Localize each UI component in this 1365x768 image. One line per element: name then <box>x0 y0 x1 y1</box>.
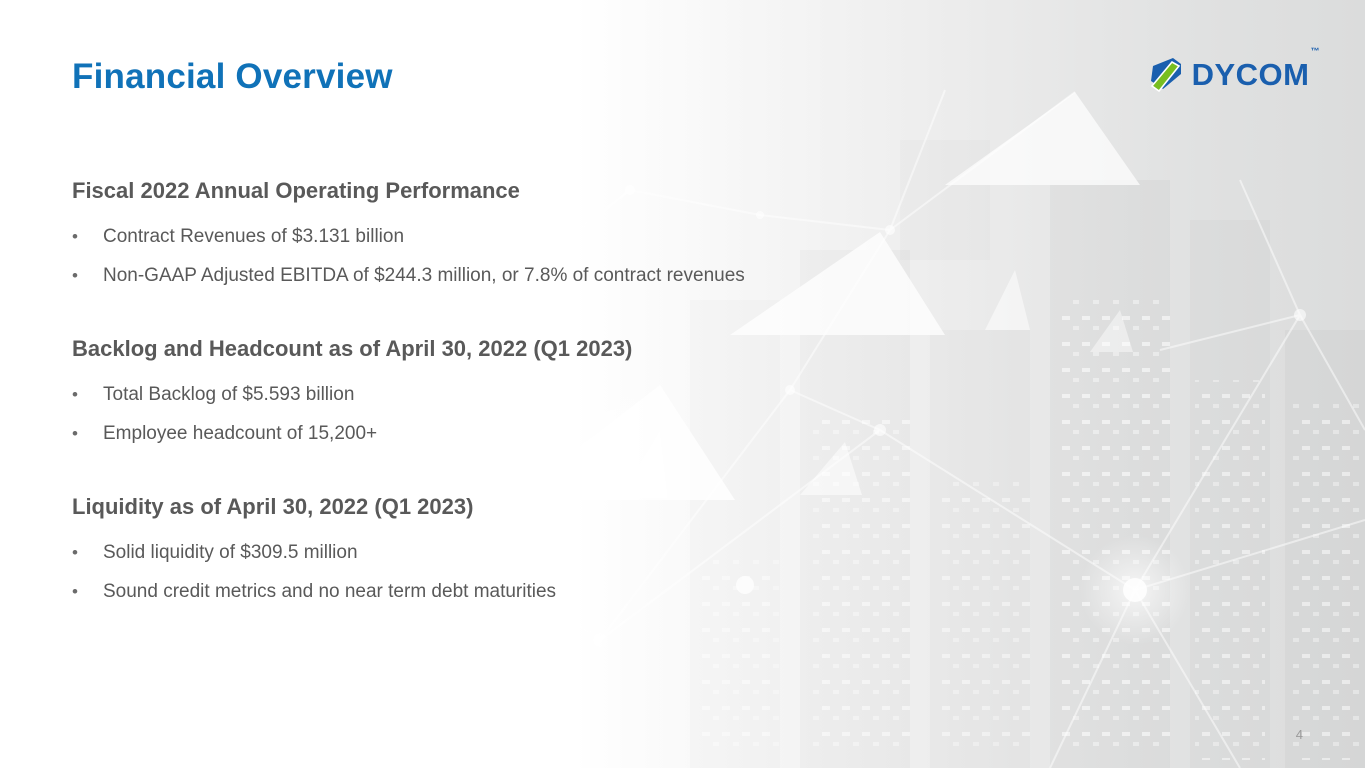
section-backlog-headcount: Backlog and Headcount as of April 30, 20… <box>72 335 932 453</box>
dycom-logo-icon <box>1150 58 1181 93</box>
section-heading: Fiscal 2022 Annual Operating Performance <box>72 178 520 203</box>
section-operating-performance: Fiscal 2022 Annual Operating Performance… <box>72 177 932 295</box>
bullet-list: Contract Revenues of $3.131 billion Non-… <box>72 217 932 295</box>
page-number: 4 <box>1295 727 1303 742</box>
company-logo: DYCOM™ <box>1146 45 1320 94</box>
section-heading: Liquidity as of April 30, 2022 (Q1 2023) <box>72 494 474 519</box>
bullet-item: Employee headcount of 15,200+ <box>72 414 932 453</box>
bullet-item: Solid liquidity of $309.5 million <box>72 533 932 572</box>
trademark-symbol: ™ <box>1310 45 1320 56</box>
bullet-item: Contract Revenues of $3.131 billion <box>72 217 932 256</box>
section-heading: Backlog and Headcount as of April 30, 20… <box>72 336 633 361</box>
bullet-item: Non-GAAP Adjusted EBITDA of $244.3 milli… <box>72 256 932 295</box>
bullet-item: Total Backlog of $5.593 billion <box>72 375 932 414</box>
bullet-list: Solid liquidity of $309.5 million Sound … <box>72 533 932 611</box>
dycom-logo-text: DYCOM™ <box>1191 45 1320 92</box>
bullet-item: Sound credit metrics and no near term de… <box>72 572 932 611</box>
bullet-list: Total Backlog of $5.593 billion Employee… <box>72 375 932 453</box>
section-liquidity: Liquidity as of April 30, 2022 (Q1 2023)… <box>72 493 932 611</box>
slide-content: Fiscal 2022 Annual Operating Performance… <box>72 177 932 611</box>
page-title: Financial Overview <box>72 57 393 96</box>
